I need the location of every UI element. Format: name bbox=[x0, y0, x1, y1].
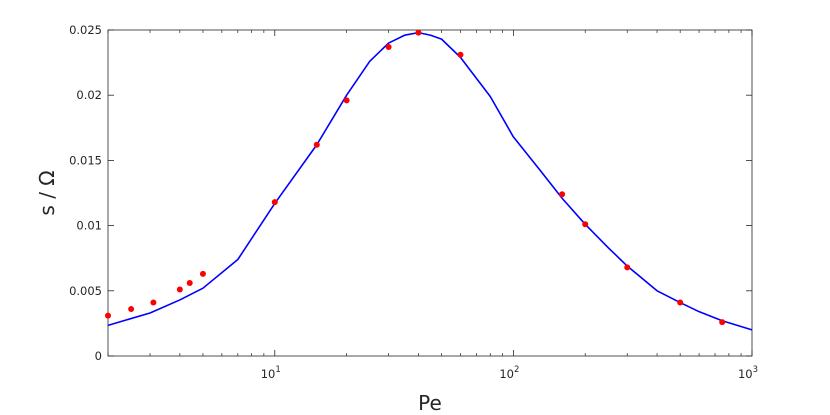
y-tick-label: 0.005 bbox=[69, 284, 102, 298]
data-point bbox=[457, 51, 464, 58]
x-tick-label-exponent: 2 bbox=[514, 365, 519, 375]
plot-frame-layer bbox=[107, 29, 753, 357]
data-point bbox=[582, 221, 589, 228]
y-tick-label: 0.015 bbox=[69, 153, 102, 167]
x-tick-label: 102 bbox=[499, 365, 519, 381]
y-tick-label: 0.01 bbox=[76, 219, 102, 233]
x-tick-label-base: 10 bbox=[261, 367, 276, 381]
data-point bbox=[128, 306, 135, 313]
x-tick-label-base: 10 bbox=[499, 367, 514, 381]
data-point bbox=[199, 270, 206, 277]
data-point bbox=[385, 43, 392, 50]
data-point bbox=[624, 264, 631, 271]
x-axis-title: Pe bbox=[418, 391, 442, 415]
y-axis-title: s / Ω bbox=[35, 170, 59, 215]
y-tick-label: 0.025 bbox=[69, 23, 102, 37]
x-tick-label-base: 10 bbox=[738, 367, 753, 381]
data-point bbox=[719, 319, 726, 326]
data-point bbox=[559, 191, 566, 198]
fit-curve-layer bbox=[107, 31, 753, 331]
data-point bbox=[186, 279, 193, 286]
data-point bbox=[313, 141, 320, 148]
plot-frame bbox=[107, 29, 753, 357]
y-tick-label: 0.02 bbox=[76, 88, 102, 102]
data-point bbox=[271, 199, 278, 206]
x-tick-label: 101 bbox=[261, 365, 281, 381]
x-tick-label: 103 bbox=[738, 365, 758, 381]
x-tick-label-exponent: 3 bbox=[753, 365, 758, 375]
data-point-layer bbox=[105, 29, 726, 326]
x-tick-label-exponent: 1 bbox=[275, 365, 280, 375]
data-point bbox=[150, 299, 157, 306]
data-point bbox=[415, 29, 422, 36]
data-point bbox=[677, 299, 684, 306]
fit-curve-line bbox=[107, 31, 753, 331]
data-point bbox=[343, 97, 350, 104]
data-point bbox=[105, 312, 111, 319]
y-tick-label: 0 bbox=[95, 349, 102, 363]
data-point bbox=[176, 286, 183, 293]
